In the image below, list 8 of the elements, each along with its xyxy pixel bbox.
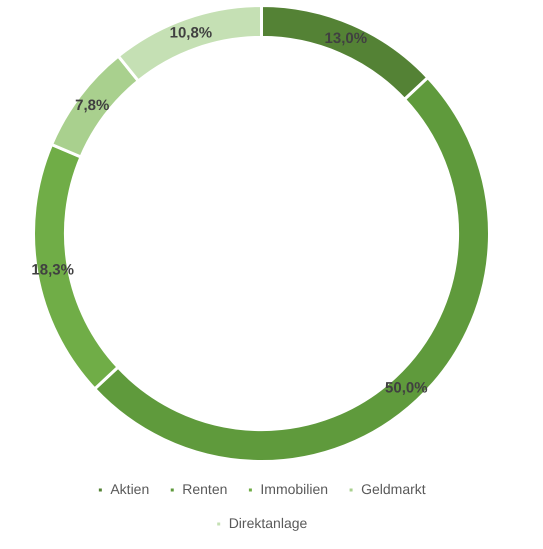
data-label: 10,8% (170, 24, 212, 42)
legend-label: Renten (182, 480, 228, 497)
legend-label: Geldmarkt (361, 480, 426, 497)
legend-label: Immobilien (260, 480, 328, 497)
legend-label: Direktanlage (228, 514, 308, 531)
data-label: 13,0% (324, 30, 368, 48)
legend-label: Aktien (110, 480, 150, 497)
data-label: 7,8% (75, 96, 110, 114)
